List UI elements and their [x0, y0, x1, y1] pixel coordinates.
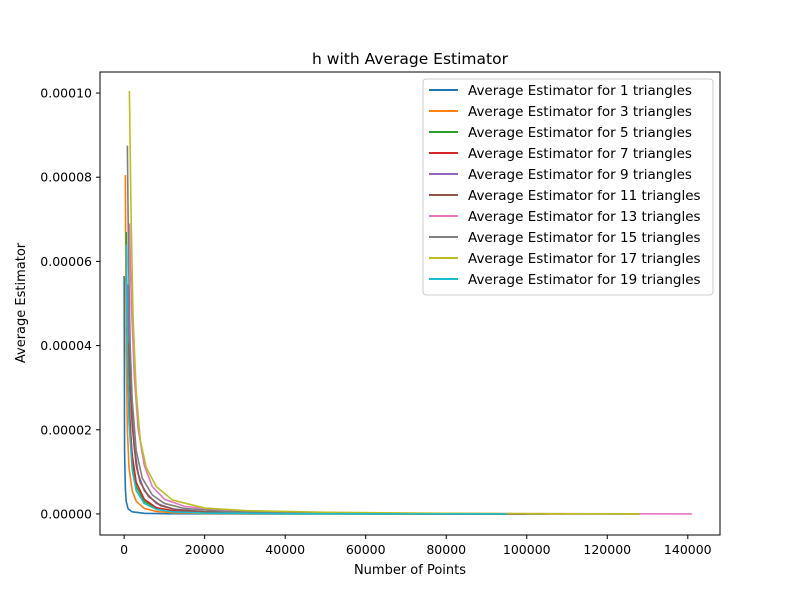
x-tick-label: 140000 [664, 542, 712, 557]
legend-label-8: Average Estimator for 15 triangles [468, 230, 701, 246]
x-tick-label: 40000 [265, 542, 305, 557]
y-axis-label: Average Estimator [14, 242, 29, 363]
chart-title: h with Average Estimator [312, 50, 509, 68]
y-tick-label: 0.00008 [40, 170, 92, 185]
legend: Average Estimator for 1 triangles Average… [422, 78, 714, 296]
y-axis: 0.00000 0.00002 0.00004 0.00006 0.00008 0.000… [40, 86, 100, 521]
legend-box [422, 78, 714, 296]
plot-frame [99, 71, 721, 536]
legend-label-7: Average Estimator for 13 triangles [468, 209, 701, 225]
y-tick-label: 0.00006 [40, 254, 92, 269]
legend-label-5: Average Estimator for 9 triangles [468, 167, 692, 183]
y-tick-label: 0.00004 [40, 338, 92, 353]
x-tick-label: 20000 [185, 542, 225, 557]
series-lines [123, 90, 692, 515]
legend-label-9: Average Estimator for 17 triangles [468, 251, 701, 267]
y-tick-label: 0.00002 [40, 422, 92, 437]
series-line-9 [128, 90, 640, 515]
legend-label-4: Average Estimator for 7 triangles [468, 146, 692, 162]
x-axis: 0 20000 40000 60000 80000 100000 120000 140000 [120, 535, 712, 557]
plot-area [99, 71, 721, 536]
y-tick-label: 0.00010 [40, 86, 92, 101]
series-line-10 [125, 244, 507, 515]
y-tick-label: 0.00000 [40, 506, 92, 521]
legend-label-6: Average Estimator for 11 triangles [468, 188, 701, 204]
x-tick-label: 120000 [583, 542, 631, 557]
x-tick-label: 60000 [346, 542, 386, 557]
legend-label-10: Average Estimator for 19 triangles [468, 272, 701, 288]
x-axis-label: Number of Points [354, 563, 466, 578]
legend-label-2: Average Estimator for 3 triangles [468, 104, 692, 120]
legend-label-3: Average Estimator for 5 triangles [468, 125, 692, 141]
legend-label-1: Average Estimator for 1 triangles [468, 83, 692, 99]
x-tick-label: 80000 [426, 542, 466, 557]
x-tick-label: 0 [120, 542, 128, 557]
x-tick-label: 100000 [503, 542, 551, 557]
